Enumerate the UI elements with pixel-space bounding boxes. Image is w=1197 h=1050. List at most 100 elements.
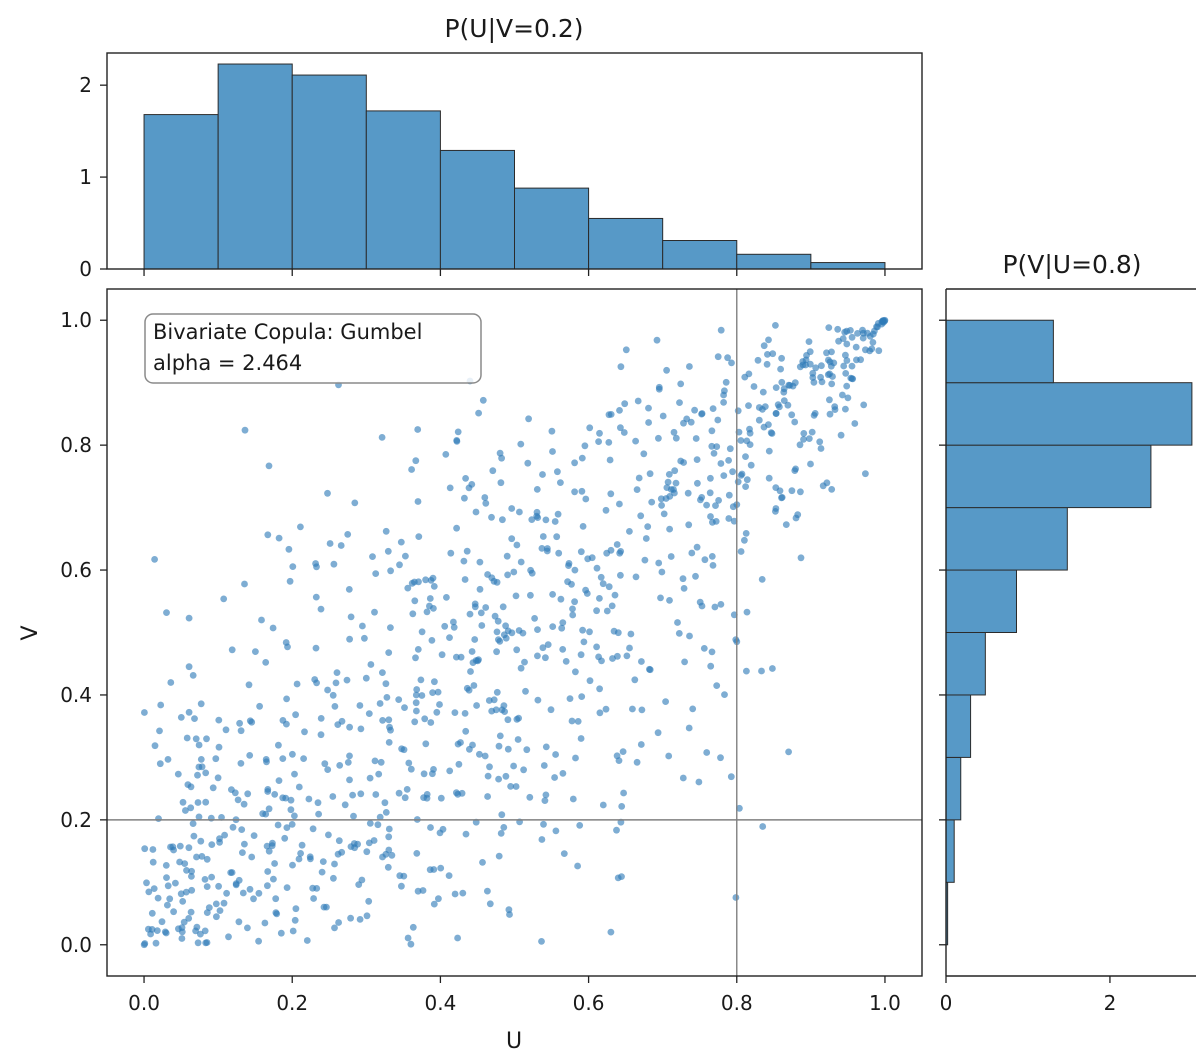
scatter-point: [341, 801, 349, 809]
scatter-point: [692, 572, 699, 580]
scatter-point: [679, 774, 687, 782]
scatter-point: [745, 402, 752, 409]
scatter-point: [324, 489, 331, 497]
scatter-point: [387, 567, 394, 575]
scatter-point: [467, 668, 474, 675]
scatter-point: [632, 573, 640, 581]
scatter-point: [854, 330, 861, 337]
scatter-point: [715, 497, 722, 504]
scatter-point: [289, 927, 297, 935]
scatter-point: [533, 486, 541, 493]
scatter-point: [840, 362, 848, 370]
scatter-point: [862, 346, 869, 354]
scatter-point: [420, 794, 427, 801]
scatter-point: [602, 705, 610, 713]
scatter-point: [683, 415, 691, 423]
scatter-point: [800, 436, 807, 443]
scatter-point: [774, 401, 782, 409]
scatter-point: [544, 641, 552, 648]
right-bar: [945, 756, 962, 821]
scatter-point: [170, 908, 178, 916]
scatter-point: [732, 894, 740, 901]
scatter-point: [430, 583, 438, 590]
scatter-point: [557, 595, 565, 603]
scatter-point: [283, 884, 291, 891]
scatter-point: [603, 607, 611, 615]
scatter-point: [645, 419, 652, 426]
scatter-point: [363, 912, 371, 920]
scatter-point: [646, 665, 653, 673]
scatter-point: [149, 858, 157, 866]
scatter-point: [608, 602, 616, 610]
scatter-point: [347, 613, 355, 621]
scatter-point: [503, 552, 511, 560]
scatter-point: [797, 554, 805, 562]
scatter-point: [754, 356, 762, 364]
scatter-point: [842, 351, 849, 359]
scatter-point: [686, 363, 693, 370]
scatter-point: [463, 547, 471, 555]
scatter-point: [562, 658, 570, 665]
top-panel-frame: [106, 52, 923, 270]
scatter-point: [185, 844, 193, 852]
scatter-point: [750, 383, 758, 390]
scatter-point: [534, 626, 541, 633]
scatter-point: [462, 475, 469, 482]
scatter-point: [574, 718, 582, 725]
scatter-point: [451, 709, 459, 716]
scatter-point: [344, 759, 352, 766]
scatter-point: [446, 767, 454, 775]
x-tick-label: 0.0: [128, 991, 160, 1015]
scatter-point: [385, 833, 393, 841]
scatter-point: [295, 855, 303, 863]
scatter-point: [693, 456, 701, 463]
scatter-point: [717, 460, 725, 467]
scatter-point: [560, 850, 568, 857]
scatter-point: [149, 846, 157, 853]
scatter-point: [145, 888, 153, 896]
scatter-point: [385, 716, 393, 724]
scatter-point: [178, 935, 186, 942]
scatter-point: [201, 876, 209, 883]
scatter-point: [376, 813, 384, 821]
scatter-point: [725, 491, 733, 499]
scatter-point: [642, 535, 650, 542]
scatter-point: [778, 494, 786, 501]
scatter-point: [453, 789, 460, 797]
scatter-point: [271, 791, 279, 798]
scatter-point: [311, 676, 319, 683]
scatter-point: [610, 627, 618, 635]
scatter-point: [179, 798, 187, 806]
scatter-point: [241, 840, 248, 848]
scatter-point: [658, 502, 665, 509]
scatter-point: [152, 939, 160, 947]
scatter-point: [515, 714, 522, 722]
scatter-point: [212, 755, 220, 763]
scatter-point: [484, 793, 491, 800]
scatter-point: [605, 411, 613, 419]
scatter-point: [346, 635, 353, 643]
scatter-point: [344, 531, 352, 538]
scatter-point: [363, 848, 371, 856]
scatter-point: [141, 845, 149, 853]
scatter-point: [429, 689, 436, 696]
scatter-point: [246, 885, 254, 893]
scatter-point: [475, 409, 482, 417]
scatter-point: [635, 474, 643, 482]
scatter-point: [283, 695, 290, 703]
scatter-point: [554, 468, 561, 476]
scatter-point: [436, 701, 443, 708]
scatter-point: [780, 385, 788, 393]
scatter-point: [386, 723, 393, 731]
scatter-point: [462, 830, 470, 838]
scatter-point: [295, 783, 303, 791]
scatter-point: [400, 872, 408, 880]
scatter-point: [538, 836, 546, 843]
scatter-point: [291, 916, 299, 924]
scatter-point: [201, 927, 209, 935]
scatter-point: [438, 651, 446, 659]
scatter-point: [379, 669, 386, 676]
scatter-point: [645, 404, 652, 412]
scatter-point: [542, 516, 550, 524]
